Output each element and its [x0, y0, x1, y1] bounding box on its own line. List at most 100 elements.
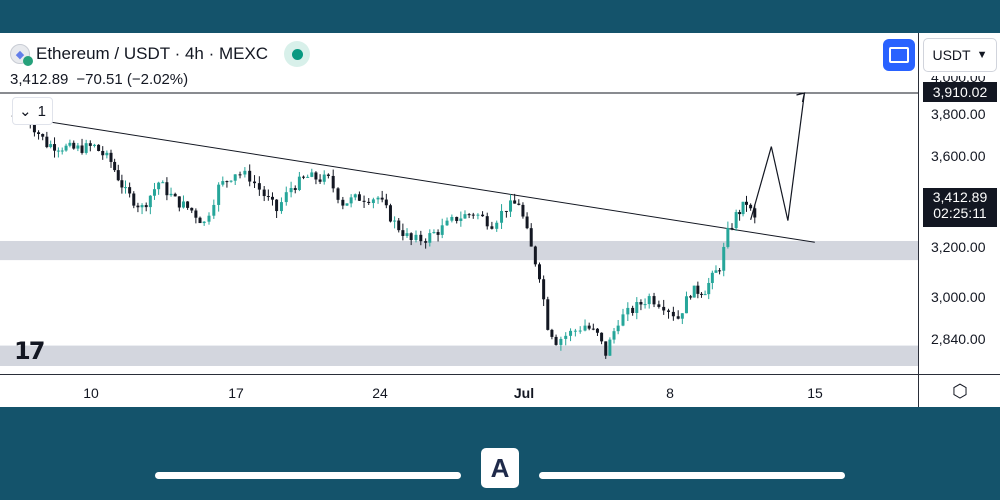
- candle-body: [393, 220, 397, 222]
- candle-body: [229, 180, 233, 182]
- candle-body: [608, 339, 612, 356]
- candle-body: [476, 214, 480, 216]
- candle-body: [436, 232, 440, 235]
- candle-body: [202, 221, 206, 224]
- candle-body: [467, 214, 471, 216]
- candle-body: [177, 196, 181, 208]
- price-change: −70.51 (−2.02%): [76, 71, 189, 88]
- candle-body: [578, 330, 582, 332]
- candle-body: [718, 270, 722, 272]
- left-divider-line: [155, 472, 461, 479]
- candle-body: [124, 187, 127, 189]
- candle-body: [53, 144, 57, 151]
- chart-plot-area[interactable]: ◆ Ethereum / USDT · 4h · MEXC 3,412.89 −7…: [0, 33, 918, 407]
- chart-settings-button[interactable]: ⬡: [918, 374, 1000, 407]
- candle-body: [604, 341, 608, 356]
- candle-body: [710, 272, 714, 283]
- time-tick: 24: [372, 385, 388, 401]
- candle-body: [376, 197, 380, 200]
- candle-body: [380, 197, 384, 200]
- candle-body: [485, 216, 489, 227]
- candle-body: [525, 216, 529, 229]
- candle-body: [741, 201, 745, 215]
- candle-body: [631, 307, 635, 313]
- candle-body: [680, 313, 684, 319]
- candle-body: [703, 294, 707, 296]
- price-summary: 3,412.89 −70.51 (−2.02%): [10, 71, 188, 88]
- candle-body: [186, 201, 190, 208]
- candle-body: [68, 142, 72, 146]
- candle-body: [345, 203, 349, 206]
- candle-body: [161, 182, 165, 184]
- candle-body: [471, 214, 475, 216]
- settings-hex-icon: ⬡: [952, 381, 968, 401]
- candle-body: [671, 311, 675, 317]
- candle-body: [504, 210, 508, 212]
- indicators-toggle-button[interactable]: ⌄ 1: [12, 97, 53, 125]
- brand-logo: A: [481, 448, 519, 488]
- candle-body: [490, 226, 494, 229]
- candle-body: [64, 145, 68, 151]
- candle-body: [564, 335, 568, 339]
- symbol-title[interactable]: Ethereum / USDT · 4h · MEXC: [36, 44, 269, 63]
- candle-body: [550, 329, 554, 337]
- candle-body: [194, 210, 198, 218]
- current-price-tag: 3,412.89 02:25:11: [923, 188, 997, 227]
- price-tick: 3,200.00: [931, 239, 986, 255]
- candle-body: [696, 285, 700, 294]
- candle-body: [243, 170, 247, 175]
- candle-body: [45, 136, 49, 148]
- candle-body: [409, 233, 413, 241]
- tradingview-logo[interactable]: 𝟭𝟳: [14, 338, 45, 365]
- currency-selector[interactable]: USDT ▼: [923, 38, 997, 72]
- candle-body: [212, 204, 216, 216]
- candle-body: [643, 304, 647, 306]
- candle-body: [419, 234, 423, 242]
- candle-body: [538, 264, 541, 280]
- candle-body: [306, 176, 310, 178]
- candle-body: [573, 330, 577, 332]
- candle-body: [88, 143, 92, 146]
- candle-body: [169, 193, 173, 196]
- ethereum-coin-icon: ◆: [10, 44, 33, 66]
- fullscreen-button[interactable]: [883, 39, 915, 71]
- candle-body: [600, 332, 604, 342]
- support-zone: [0, 240, 918, 261]
- candle-body: [621, 314, 625, 326]
- candle-body: [113, 161, 117, 171]
- candle-body: [109, 152, 113, 162]
- current-price-value: 3,412.89: [932, 189, 988, 205]
- symbol-header[interactable]: ◆ Ethereum / USDT · 4h · MEXC: [10, 41, 311, 67]
- candle-body: [513, 200, 517, 204]
- candle-body: [753, 208, 757, 218]
- price-tick: 2,840.00: [931, 331, 986, 347]
- candle-body: [684, 296, 688, 314]
- candle-body: [463, 214, 467, 219]
- time-axis[interactable]: 10 17 24 Jul 8 15: [0, 374, 918, 407]
- candlestick-chart[interactable]: [0, 33, 918, 374]
- candle-body: [424, 241, 428, 243]
- candle-body: [289, 188, 293, 193]
- candle-body: [445, 220, 449, 226]
- candle-body: [318, 179, 322, 182]
- candle-body: [495, 222, 499, 229]
- candle-body: [738, 212, 742, 215]
- candle-body: [190, 207, 194, 211]
- candle-body: [353, 194, 357, 198]
- target-price-tag: 3,910.02: [923, 82, 997, 102]
- candle-body: [326, 174, 330, 176]
- candle-body: [657, 304, 661, 307]
- candle-body: [714, 270, 718, 273]
- candle-body: [144, 205, 148, 208]
- candle-body: [440, 225, 444, 235]
- candle-body: [397, 220, 401, 231]
- price-axis[interactable]: 4,000.00 3,800.00 3,600.00 3,200.00 3,00…: [918, 33, 1000, 374]
- projection-arrow-head: [796, 92, 806, 103]
- candle-body: [97, 144, 101, 151]
- candle-body: [56, 150, 60, 152]
- candle-body: [730, 227, 734, 229]
- candle-body: [270, 196, 274, 200]
- candle-body: [546, 299, 550, 330]
- candle-body: [284, 192, 288, 203]
- candle-body: [225, 181, 229, 183]
